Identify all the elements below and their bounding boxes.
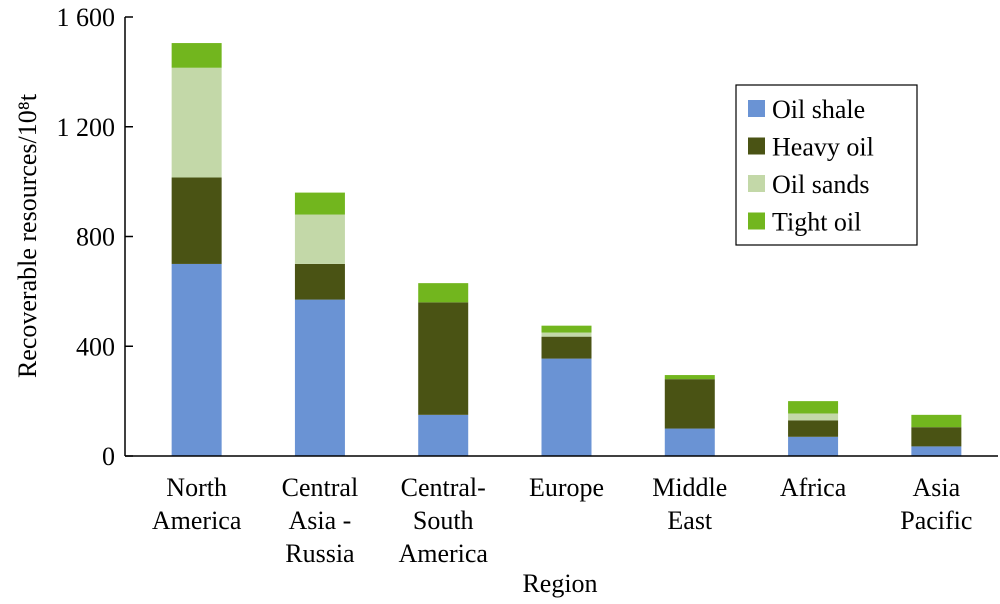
x-tick-label: Central- South America (398, 473, 488, 568)
bar-segment (418, 414, 469, 456)
bar-segment (664, 375, 715, 380)
x-tick-label-line: Pacific (900, 506, 972, 535)
legend-box (735, 84, 918, 246)
x-tick-label: Europe (529, 473, 604, 502)
x-tick-label-line: America (398, 539, 488, 568)
x-tick-label-line: Middle (652, 473, 727, 502)
x-tick-label: Central Asia - Russia (282, 473, 359, 568)
bar-segment (171, 67, 222, 178)
x-tick-label: Africa (780, 473, 847, 502)
legend-swatch (748, 100, 765, 117)
y-axis-title: Recoverable resources/10⁸t (13, 93, 42, 378)
x-tick-label-line: Central (282, 473, 359, 502)
bar-segment (911, 427, 962, 447)
y-tick-label: 1 200 (57, 113, 116, 142)
bar-segment (541, 358, 592, 456)
bar-segment (788, 436, 839, 456)
x-tick-label-line: Asia (913, 473, 961, 502)
bar-segment (788, 413, 839, 421)
bar-segment (294, 214, 345, 264)
bar-segment (541, 332, 592, 337)
x-tick-label-line: Europe (529, 473, 604, 502)
bar-segment (418, 283, 469, 303)
bar-segment (664, 379, 715, 429)
y-tick-label: 400 (76, 332, 115, 361)
bar-segment (171, 263, 222, 456)
bar-segment (541, 336, 592, 359)
legend-swatch (748, 212, 765, 230)
x-tick-label-line: South (413, 506, 474, 535)
bar-segment (664, 428, 715, 456)
bar-segment (171, 43, 222, 68)
x-tick-label-line: Central- (401, 473, 486, 502)
y-tick-label: 800 (76, 223, 115, 252)
legend-label: Oil sands (772, 170, 870, 199)
y-tick-label: 1 600 (57, 3, 116, 32)
bar-segment (294, 192, 345, 215)
x-tick-label-line: Africa (780, 473, 847, 502)
bar-segment (294, 263, 345, 300)
bar-segment (541, 325, 592, 333)
legend-label: Heavy oil (772, 133, 874, 162)
legend-swatch (748, 175, 765, 192)
x-tick-label: Asia Pacific (900, 473, 972, 535)
x-tick-label-line: Russia (285, 539, 355, 568)
x-tick-label-line: East (667, 506, 713, 535)
x-tick-label: Middle East (652, 473, 727, 535)
legend-label: Tight oil (772, 208, 861, 237)
bar-segment (171, 177, 222, 264)
legend-swatch (748, 137, 765, 155)
x-tick-label-line: America (152, 506, 242, 535)
bar-segment (911, 414, 962, 428)
legend-label: Oil shale (772, 95, 865, 124)
bar-segment (294, 299, 345, 456)
x-tick-label: North America (152, 473, 242, 535)
y-tick-label: 0 (102, 442, 115, 471)
bar-segment (788, 401, 839, 414)
x-tick-label-line: North (166, 473, 227, 502)
x-axis-title: Region (522, 569, 597, 598)
x-tick-label-line: Asia - (289, 506, 352, 535)
bar-segment (418, 302, 469, 415)
bar-segment (911, 446, 962, 456)
bar-segment (788, 420, 839, 437)
